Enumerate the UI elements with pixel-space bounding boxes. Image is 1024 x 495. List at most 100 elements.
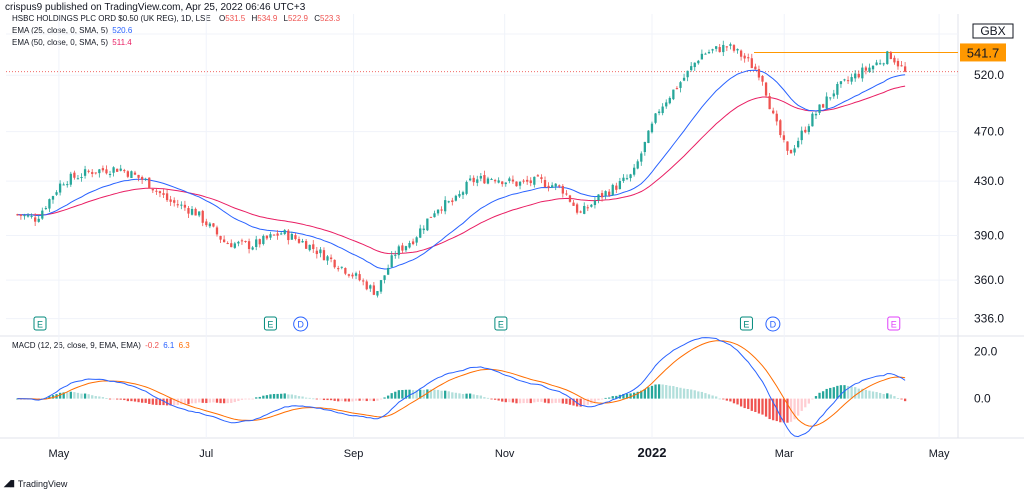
candle [91, 172, 94, 174]
macd-histogram-bar [682, 388, 686, 399]
candle [886, 51, 889, 65]
macd-histogram-bar [540, 398, 543, 402]
candle [98, 169, 101, 174]
candle [219, 235, 222, 240]
macd-histogram-bar [750, 398, 753, 411]
candle [618, 181, 622, 190]
candle [180, 204, 183, 206]
macd-histogram-bar [586, 398, 589, 405]
candle [369, 285, 372, 289]
candle [747, 57, 750, 59]
candle [69, 173, 72, 185]
candle [116, 168, 119, 172]
candle [297, 239, 301, 243]
ohlc-low: L522.9 [283, 14, 308, 23]
macd-histogram-bar [782, 398, 786, 423]
macd-histogram-bar [779, 398, 782, 423]
macd-histogram-bar [850, 386, 853, 399]
candle [779, 120, 782, 136]
macd-histogram-bar [297, 396, 301, 399]
price-chart[interactable]: MayJulSepNov2022MarMay560.0520.0470.0430… [0, 14, 1024, 476]
macd-tick-label: 20.0 [974, 344, 998, 358]
macd-histogram-bar [483, 397, 486, 399]
candle [73, 172, 76, 178]
macd-histogram-bar [386, 395, 390, 399]
candle [105, 169, 108, 174]
dividend-icon [293, 316, 309, 332]
candle [230, 243, 233, 248]
candle [411, 241, 415, 245]
candle [365, 281, 368, 290]
event-label: E [498, 320, 504, 330]
ema25-line [17, 69, 906, 270]
macd-histogram-bar [497, 398, 500, 401]
macd-histogram-bar [333, 398, 336, 401]
candle [789, 149, 793, 154]
macd-histogram-bar [201, 398, 204, 403]
candle [707, 51, 711, 54]
macd-histogram-bar [839, 385, 843, 399]
candle [647, 130, 650, 144]
macd-histogram-bar [836, 385, 839, 399]
candle [198, 211, 201, 216]
candle [379, 280, 383, 292]
macd-histogram-bar [326, 398, 329, 401]
macd-histogram-bar [183, 398, 187, 405]
candle [80, 177, 83, 179]
macd-histogram-bar [672, 386, 675, 399]
candle [436, 209, 440, 214]
candle [836, 83, 839, 95]
candle [354, 273, 358, 276]
candle [757, 69, 761, 78]
macd-histogram-bar [508, 398, 511, 403]
candle [376, 291, 379, 296]
candle [797, 140, 800, 148]
candle [704, 53, 707, 55]
macd-histogram-bar [390, 393, 393, 399]
candle [543, 180, 547, 188]
macd-histogram-bar [383, 397, 386, 399]
macd-histogram-bar [572, 398, 575, 406]
macd-histogram-bar [757, 398, 761, 414]
candle [62, 184, 65, 186]
macd-histogram-bar [112, 398, 115, 400]
macd-histogram-bar [322, 398, 326, 401]
candle [194, 208, 197, 216]
candle [233, 243, 236, 248]
candle [640, 153, 643, 162]
event-label: E [267, 320, 273, 330]
candle [251, 247, 254, 250]
x-tick-label: May [48, 448, 69, 460]
macd-histogram-bar [401, 389, 404, 399]
macd-histogram-bar [126, 398, 130, 402]
macd-histogram-bar [48, 396, 51, 399]
candle [272, 234, 276, 236]
candle [479, 176, 482, 179]
macd-histogram-bar [411, 390, 415, 399]
candle [625, 178, 629, 180]
macd-histogram-bar [123, 398, 126, 401]
candle [775, 113, 778, 122]
macd-histogram-bar [433, 389, 436, 399]
macd-histogram-bar [87, 394, 90, 399]
macd-histogram-bar [58, 392, 62, 399]
candle [401, 245, 404, 251]
candle [66, 184, 69, 186]
candle [16, 214, 19, 216]
macd-histogram-bar [625, 393, 629, 399]
candle [665, 102, 668, 107]
earnings-icon [33, 316, 47, 331]
macd-histogram-bar [768, 398, 771, 420]
candle [690, 66, 693, 71]
macd-histogram-bar [465, 393, 468, 399]
macd-histogram-bar [91, 395, 94, 399]
candle [176, 204, 179, 206]
macd-histogram-bar [893, 396, 896, 399]
macd-histogram-bar [886, 393, 889, 399]
macd-histogram-bar [51, 395, 55, 399]
macd-histogram-bar [764, 398, 768, 417]
candle [729, 44, 732, 46]
candle [44, 207, 47, 209]
candle [608, 191, 611, 196]
macd-histogram-bar [247, 398, 251, 400]
